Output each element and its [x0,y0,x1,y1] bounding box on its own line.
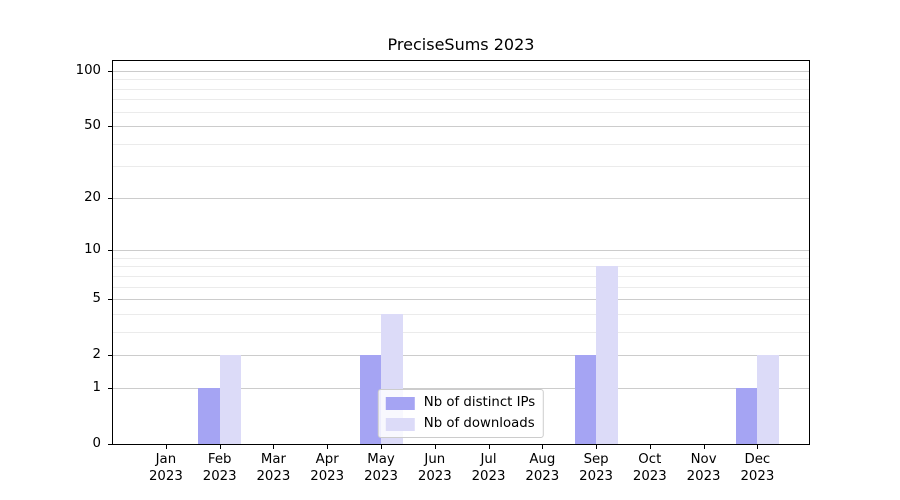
bar-downloads-feb [219,355,242,444]
x-tick-label-jan: Jan 2023 [126,451,206,485]
x-tick-label-dec: Dec 2023 [717,451,797,485]
gridline-minor-3 [113,331,809,333]
x-tick-label-year: 2023 [632,469,667,484]
gridline-major-100 [113,70,809,72]
x-tick-label-mar: Mar 2023 [233,451,313,485]
x-tick-label-year: 2023 [525,469,560,484]
x-tick-label-nov: Nov 2023 [664,451,744,485]
x-tick-label-year: 2023 [686,469,721,484]
legend-swatch-downloads [385,417,415,431]
y-tick-label-0: 0 [92,436,101,451]
x-tick-label-year: 2023 [148,469,183,484]
gridline-minor-70 [113,99,809,101]
y-tick-1 [108,387,112,389]
x-tick-label-jul: Jul 2023 [449,451,529,485]
y-tick-label-5: 5 [92,291,101,307]
gridline-minor-7 [113,275,809,277]
gridline-minor-40 [113,143,809,145]
x-tick-sep [596,445,598,449]
gridline-major-1 [113,387,809,389]
y-tick-100 [108,70,112,72]
x-tick-feb [219,445,221,449]
bar-downloads-dec [757,355,779,444]
gridline-major-50 [113,126,809,127]
x-tick-label-aug: Aug 2023 [502,451,582,485]
gridline-minor-90 [113,79,809,81]
y-tick-0 [108,444,112,445]
x-tick-label-jun: Jun 2023 [395,451,475,485]
legend-label-distinct-ips: Nb of distinct IPs [423,395,536,410]
y-tick-10 [108,250,112,252]
gridline-major-10 [113,250,809,252]
gridline-major-2 [113,355,809,357]
y-tick-5 [108,299,112,301]
x-tick-label-apr: Apr 2023 [287,451,367,485]
x-tick-jan [165,445,167,449]
x-tick-label-feb: Feb 2023 [180,451,260,485]
x-tick-jun [434,445,436,449]
gridline-major-20 [113,197,809,199]
y-tick-50 [108,126,112,127]
x-tick-label-year: 2023 [310,469,345,484]
y-tick-label-100: 100 [75,62,101,78]
x-tick-label-may: May 2023 [341,451,421,485]
gridline-minor-60 [113,111,809,113]
x-tick-nov [703,445,705,449]
x-tick-jul [488,445,490,449]
x-tick-label-year: 2023 [740,469,775,484]
bar-distinct-ips-may [359,355,381,444]
gridline-minor-9 [113,257,809,259]
x-tick-mar [273,445,275,449]
gridline-major-5 [113,299,809,301]
x-tick-label-year: 2023 [364,469,398,484]
y-tick-20 [108,197,112,199]
x-tick-label-year: 2023 [579,469,614,484]
gridline-minor-6 [113,286,809,288]
legend-entry-downloads: Nb of downloads [385,416,535,432]
legend-swatch-distinct-ips [385,396,415,410]
y-tick-label-50: 50 [84,118,101,133]
gridline-minor-30 [113,166,809,168]
legend-entry-distinct-ips: Nb of distinct IPs [385,395,536,411]
x-tick-dec [757,445,759,449]
y-tick-label-2: 2 [92,347,101,363]
y-tick-label-1: 1 [92,379,101,395]
y-tick-2 [108,355,112,357]
x-tick-may [381,445,382,449]
gridline-minor-4 [113,313,809,315]
x-tick-label-year: 2023 [417,469,452,484]
bar-distinct-ips-sep [574,355,597,444]
x-tick-label-year: 2023 [256,469,291,484]
x-tick-label-oct: Oct 2023 [610,451,690,485]
bar-downloads-sep [596,266,618,444]
x-tick-label-sep: Sep 2023 [556,451,636,485]
gridline-minor-8 [113,266,809,268]
legend: Nb of distinct IPs Nb of downloads [377,389,545,438]
chart-title: PreciseSums 2023 [387,35,535,54]
x-tick-aug [542,445,544,449]
legend-label-downloads: Nb of downloads [423,416,535,431]
x-tick-label-year: 2023 [202,469,237,484]
plot-area: Nb of distinct IPs Nb of downloads [112,60,810,445]
x-tick-apr [327,445,329,449]
x-tick-oct [649,445,651,449]
y-tick-label-20: 20 [84,189,101,205]
y-tick-label-10: 10 [84,242,101,258]
bar-distinct-ips-dec [735,387,758,444]
bar-distinct-ips-feb [198,387,220,444]
gridline-minor-80 [113,88,809,90]
x-tick-label-year: 2023 [471,469,506,484]
